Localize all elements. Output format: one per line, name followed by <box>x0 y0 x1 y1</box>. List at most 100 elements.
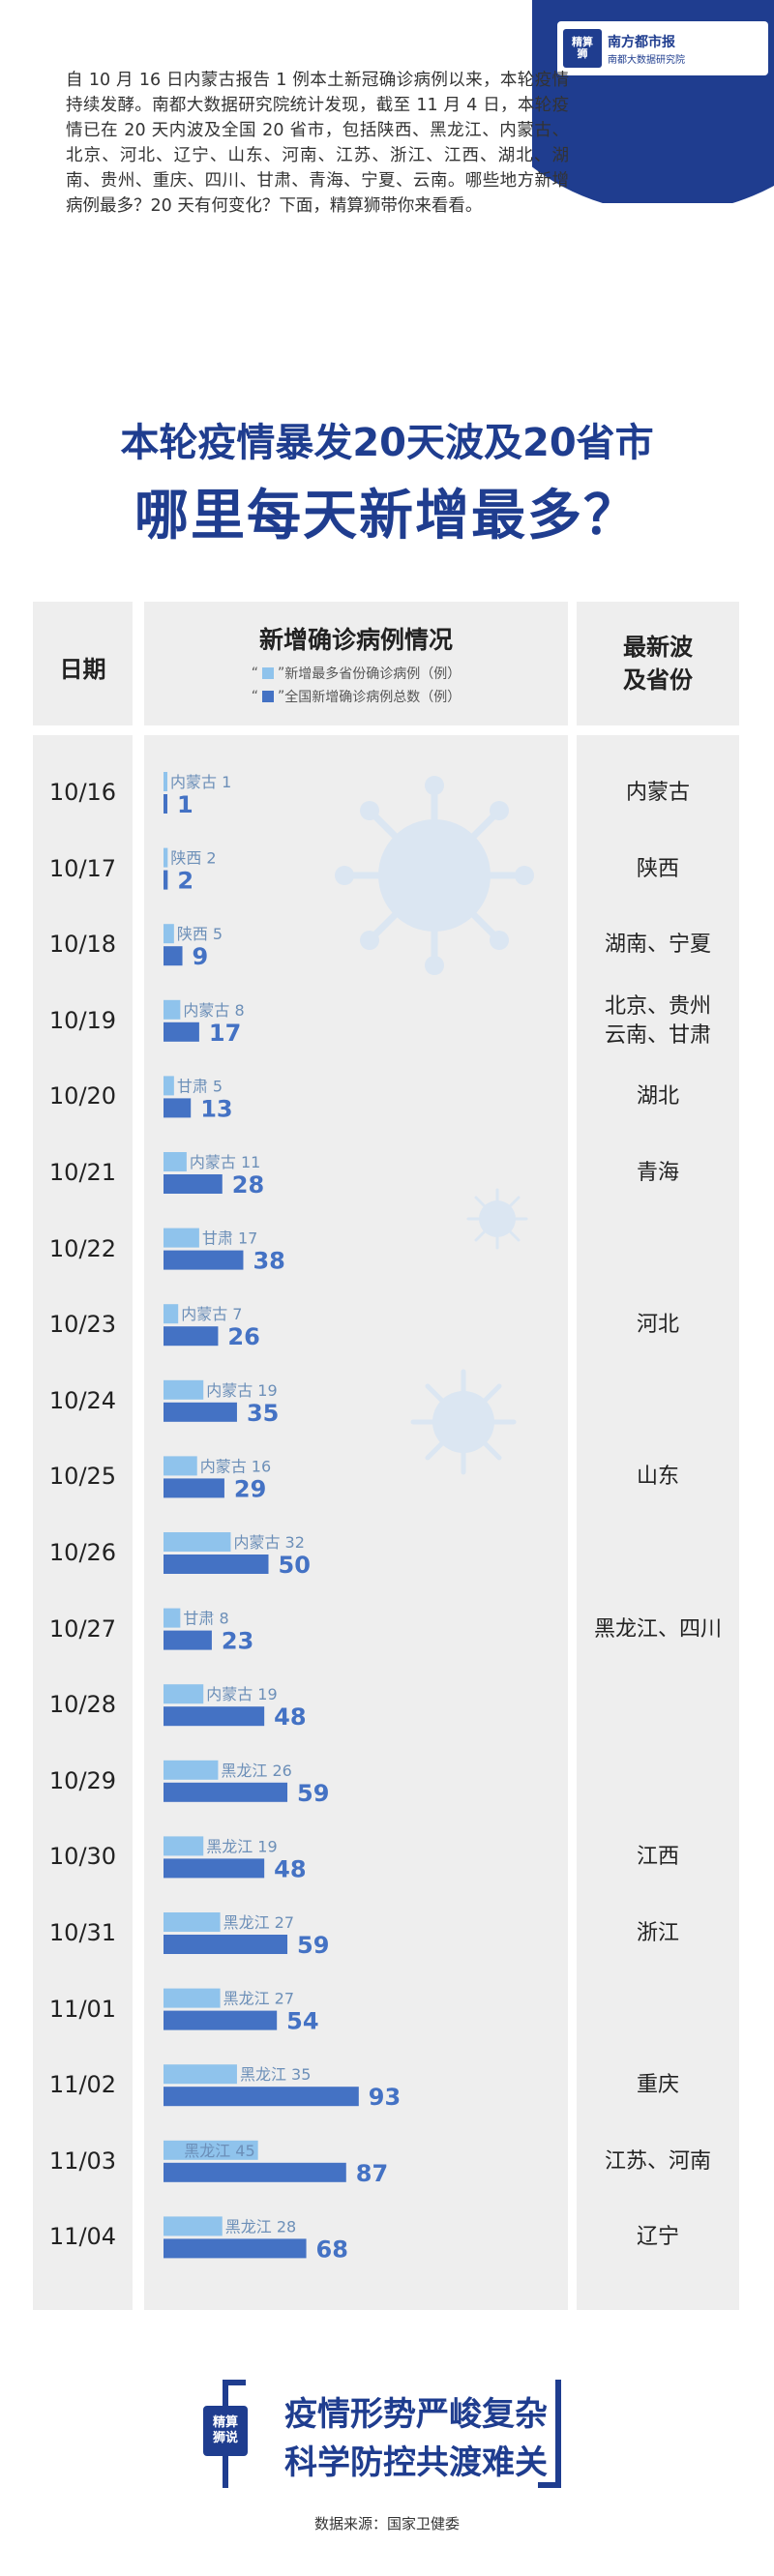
legend-dark-label: 全国新增确诊病例总数（例） <box>284 690 461 705</box>
bar-top-province <box>164 1988 221 2008</box>
bar-national-total <box>164 794 167 814</box>
bar-top-province-label: 甘肃 8 <box>183 1610 228 1628</box>
bar-top-province-label: 陕西 5 <box>177 925 223 943</box>
date-label: 10/29 <box>48 1766 117 1794</box>
bar-top-province-label: 内蒙古 8 <box>183 1001 244 1020</box>
bar-national-total <box>164 2238 307 2259</box>
bar-top-province <box>164 999 181 1020</box>
virus-icon <box>410 1369 517 1475</box>
new-province-label: 北京、贵州 云南、甘肃 <box>604 993 711 1048</box>
new-province-label: 江苏、河南 <box>604 2148 711 2174</box>
bar-national-total <box>164 1174 223 1194</box>
bar-top-province-label: 黑龙江 45 <box>184 2142 254 2160</box>
date-label: 10/28 <box>48 1691 117 1719</box>
bar-national-total <box>164 1326 219 1347</box>
bar-top-province <box>164 1836 204 1856</box>
bar-national-total-label: 13 <box>200 1095 232 1122</box>
new-province-label: 河北 <box>636 1313 679 1338</box>
bar-top-province-label: 黑龙江 26 <box>221 1762 291 1780</box>
bar-national-total <box>164 2087 359 2107</box>
date-label: 10/22 <box>48 1234 117 1262</box>
date-label: 11/01 <box>48 1995 117 2023</box>
bar-national-total-label: 48 <box>274 1703 306 1731</box>
legend-light: “” 新增最多省份确诊病例（例） <box>251 666 461 682</box>
bar-national-total <box>164 946 183 966</box>
bar-top-province-label: 甘肃 17 <box>202 1229 257 1248</box>
date-label: 10/18 <box>48 931 117 959</box>
bar-national-total-label: 50 <box>279 1552 311 1579</box>
bar-top-province <box>164 1076 174 1096</box>
bar-national-total-label: 35 <box>247 1400 279 1427</box>
new-province-label: 浙江 <box>636 1921 679 1945</box>
bar-top-province <box>164 2216 223 2236</box>
header-date-column: 日期 <box>33 602 133 725</box>
date-label: 10/20 <box>48 1082 117 1110</box>
bar-top-province <box>164 1456 197 1476</box>
header-date-label: 日期 <box>59 656 106 683</box>
header-chart-label: 新增确诊病例情况 <box>258 626 453 654</box>
legend-light-label: 新增最多省份确诊病例（例） <box>284 666 461 682</box>
header-province-line2: 及省份 <box>623 666 693 694</box>
bar-national-total <box>164 1782 288 1802</box>
bar-chart: 内蒙古 1 1 陕西 2 2 陕西 5 9 内蒙古 8 17 甘肃 5 13 内蒙古 11 28 甘肃 … <box>144 735 568 2310</box>
logo-mark: 精算 狮 <box>563 29 602 68</box>
bar-national-total <box>164 1402 237 1422</box>
header-chart-column: 新增确诊病例情况 “” 新增最多省份确诊病例（例） “” 全国新增确诊病例总数（… <box>144 602 568 725</box>
headline-line1: 本轮疫情暴发20天波及20省市 <box>120 421 654 465</box>
legend-dark: “” 全国新增确诊病例总数（例） <box>251 689 461 705</box>
bar-top-province <box>164 1532 231 1552</box>
slogan-line1: 疫情形势严峻复杂 <box>284 2395 548 2434</box>
bar-top-province-label: 内蒙古 1 <box>170 773 231 791</box>
bar-national-total-label: 48 <box>274 1855 306 1882</box>
date-label: 10/23 <box>48 1311 117 1339</box>
bar-top-province-label: 黑龙江 28 <box>225 2217 296 2235</box>
bar-national-total-label: 38 <box>253 1248 284 1275</box>
bar-top-province <box>164 1760 219 1780</box>
date-label: 10/16 <box>48 779 117 806</box>
bar-national-total <box>164 1022 199 1042</box>
date-label: 11/03 <box>48 2147 117 2175</box>
data-source: 数据来源：国家卫健委 <box>313 2515 460 2532</box>
new-province-label: 湖南、宁夏 <box>604 933 711 958</box>
virus-icon <box>466 1188 528 1250</box>
new-province-label: 黑龙江、四川 <box>593 1616 722 1642</box>
bar-top-province-label: 黑龙江 19 <box>206 1837 277 1855</box>
date-label: 10/25 <box>48 1463 117 1491</box>
bar-top-province-label: 黑龙江 35 <box>240 2065 311 2084</box>
new-province-label: 山东 <box>636 1465 679 1490</box>
slogan-line2: 科学防控共渡难关 <box>284 2443 548 2482</box>
new-province-label: 湖北 <box>636 1084 679 1110</box>
bar-top-province <box>164 1379 204 1400</box>
footer-tag: 精算 狮说 <box>203 2406 248 2456</box>
corner-banner: 精算 狮 南方都市报 南都大数据研究院 <box>532 0 774 203</box>
date-label: 10/19 <box>48 1006 117 1034</box>
new-province-label: 江西 <box>636 1845 679 1870</box>
province-column: 内蒙古 陕西 湖南、宁夏 北京、贵州 云南、甘肃 湖北 青海 河北 山东 黑龙江、四川 江西 浙江重… <box>577 735 739 2310</box>
legend-light-swatch <box>262 667 274 679</box>
bar-top-province-label: 甘肃 5 <box>177 1077 223 1095</box>
bar-national-total-label: 28 <box>232 1171 264 1199</box>
new-province-label: 青海 <box>636 1161 679 1185</box>
bar-top-province-label: 内蒙古 7 <box>181 1305 242 1323</box>
bar-national-total <box>164 1630 212 1650</box>
date-label: 10/17 <box>48 854 117 882</box>
bar-top-province <box>164 1228 199 1248</box>
bar-national-total <box>164 1554 269 1574</box>
bar-national-total-label: 87 <box>356 2160 388 2187</box>
bar-national-total <box>164 870 168 890</box>
bar-national-total <box>164 1478 224 1498</box>
date-label: 10/21 <box>48 1159 117 1186</box>
bar-top-province-label: 内蒙古 19 <box>206 1381 277 1400</box>
bar-national-total <box>164 1935 288 1954</box>
bar-national-total-label: 68 <box>316 2235 348 2263</box>
bar-national-total-label: 9 <box>193 943 209 970</box>
headline-line2: 哪里每天新增最多？ <box>134 485 640 548</box>
bar-national-total-label: 93 <box>369 2084 401 2111</box>
new-province-label: 陕西 <box>636 856 679 881</box>
date-label: 10/24 <box>48 1386 117 1414</box>
bar-national-total <box>164 1250 244 1270</box>
bar-top-province <box>164 924 174 944</box>
date-label: 10/31 <box>48 1919 117 1946</box>
bar-national-total <box>164 2162 346 2182</box>
bar-top-province <box>164 1304 179 1324</box>
